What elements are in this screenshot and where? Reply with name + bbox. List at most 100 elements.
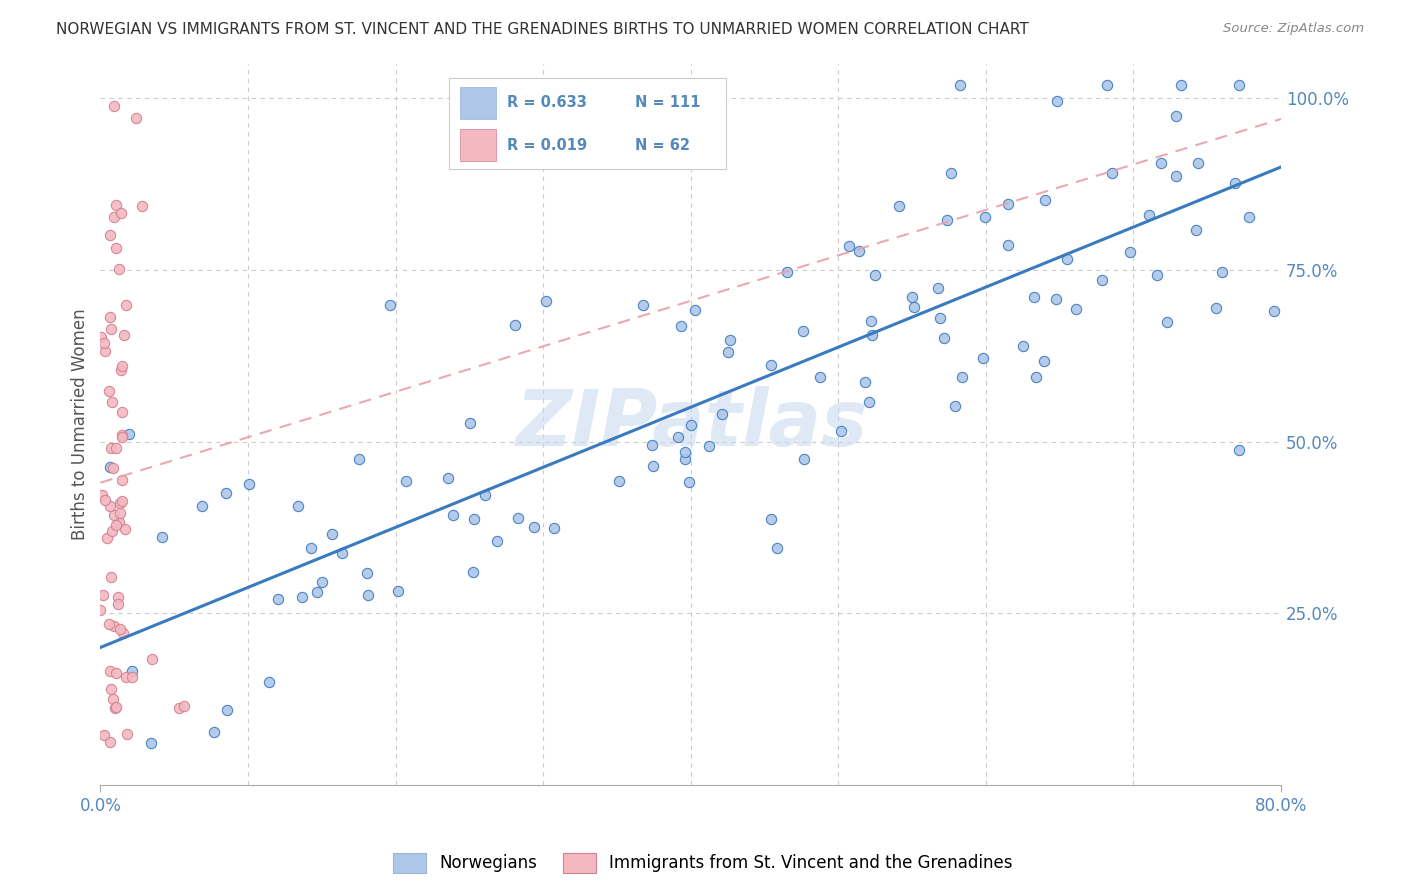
Point (461, 565, 484, 579)
Point (1227, 442, 1250, 457)
Point (865, 268, 887, 282)
Point (830, 425, 852, 439)
Point (1225, 176, 1247, 190)
Point (167, 700, 190, 714)
Point (101, 394, 124, 409)
Point (441, 508, 464, 522)
Point (679, 417, 702, 432)
Point (668, 430, 690, 444)
Point (673, 445, 696, 459)
Point (110, 363, 132, 377)
Point (104, 198, 127, 212)
Point (104, 666, 127, 681)
Point (110, 622, 132, 636)
Point (107, 590, 129, 604)
Point (1146, 268, 1168, 282)
Point (808, 370, 831, 384)
Point (104, 700, 127, 714)
Point (972, 351, 994, 366)
Point (90, 329, 112, 343)
Point (853, 375, 876, 389)
Point (111, 405, 134, 419)
Point (1263, 304, 1285, 318)
Point (1164, 169, 1187, 183)
Point (125, 111, 148, 125)
Point (761, 512, 783, 526)
Point (311, 575, 333, 590)
Point (678, 475, 700, 490)
Point (1022, 290, 1045, 304)
Point (98, 664, 121, 678)
Point (699, 439, 721, 453)
Point (631, 298, 654, 312)
Point (1046, 94, 1069, 108)
Point (1045, 292, 1067, 306)
Point (307, 585, 329, 599)
Point (901, 290, 924, 304)
Point (1164, 109, 1187, 123)
Point (287, 499, 309, 513)
Point (860, 328, 883, 343)
Point (997, 196, 1019, 211)
Point (474, 488, 496, 502)
Point (115, 298, 138, 312)
Point (927, 280, 949, 294)
Point (523, 519, 546, 533)
Point (321, 526, 343, 541)
Point (215, 703, 238, 717)
Point (889, 199, 911, 213)
Point (458, 416, 481, 430)
Point (1025, 369, 1047, 384)
Point (534, 293, 557, 308)
Point (669, 318, 692, 333)
Point (111, 494, 134, 508)
Point (1187, 156, 1209, 170)
Point (94, 344, 117, 359)
Point (717, 345, 740, 359)
Point (357, 588, 380, 602)
Point (943, 399, 966, 413)
Point (104, 241, 127, 255)
Point (98, 459, 121, 474)
Point (98, 227, 121, 242)
Point (98, 735, 121, 749)
Point (766, 541, 789, 556)
Point (100, 681, 122, 696)
Point (108, 262, 131, 277)
Point (793, 452, 815, 467)
Point (107, 598, 129, 612)
Text: Source: ZipAtlas.com: Source: ZipAtlas.com (1223, 22, 1364, 36)
Point (1239, 211, 1261, 225)
Point (1033, 193, 1056, 207)
Point (1101, 166, 1123, 180)
Point (395, 474, 418, 488)
Point (973, 210, 995, 224)
Point (1137, 208, 1160, 222)
Point (202, 724, 225, 739)
Point (330, 546, 353, 560)
Point (100, 499, 122, 513)
Point (1205, 301, 1227, 315)
Point (111, 473, 134, 487)
Point (110, 430, 132, 444)
Point (1091, 273, 1114, 287)
Point (506, 511, 529, 525)
Point (710, 408, 733, 422)
Point (543, 521, 565, 535)
Point (1170, 78, 1192, 92)
Point (792, 324, 814, 338)
Point (89, 603, 111, 617)
Point (108, 496, 131, 510)
Point (903, 301, 925, 315)
Point (105, 517, 128, 532)
Point (100, 321, 122, 335)
Point (1012, 338, 1035, 352)
Point (139, 736, 162, 750)
Point (110, 428, 132, 442)
Point (932, 330, 955, 344)
Point (101, 460, 124, 475)
Point (1185, 222, 1208, 236)
Point (93, 728, 115, 742)
Point (98, 616, 121, 631)
Point (215, 485, 238, 500)
